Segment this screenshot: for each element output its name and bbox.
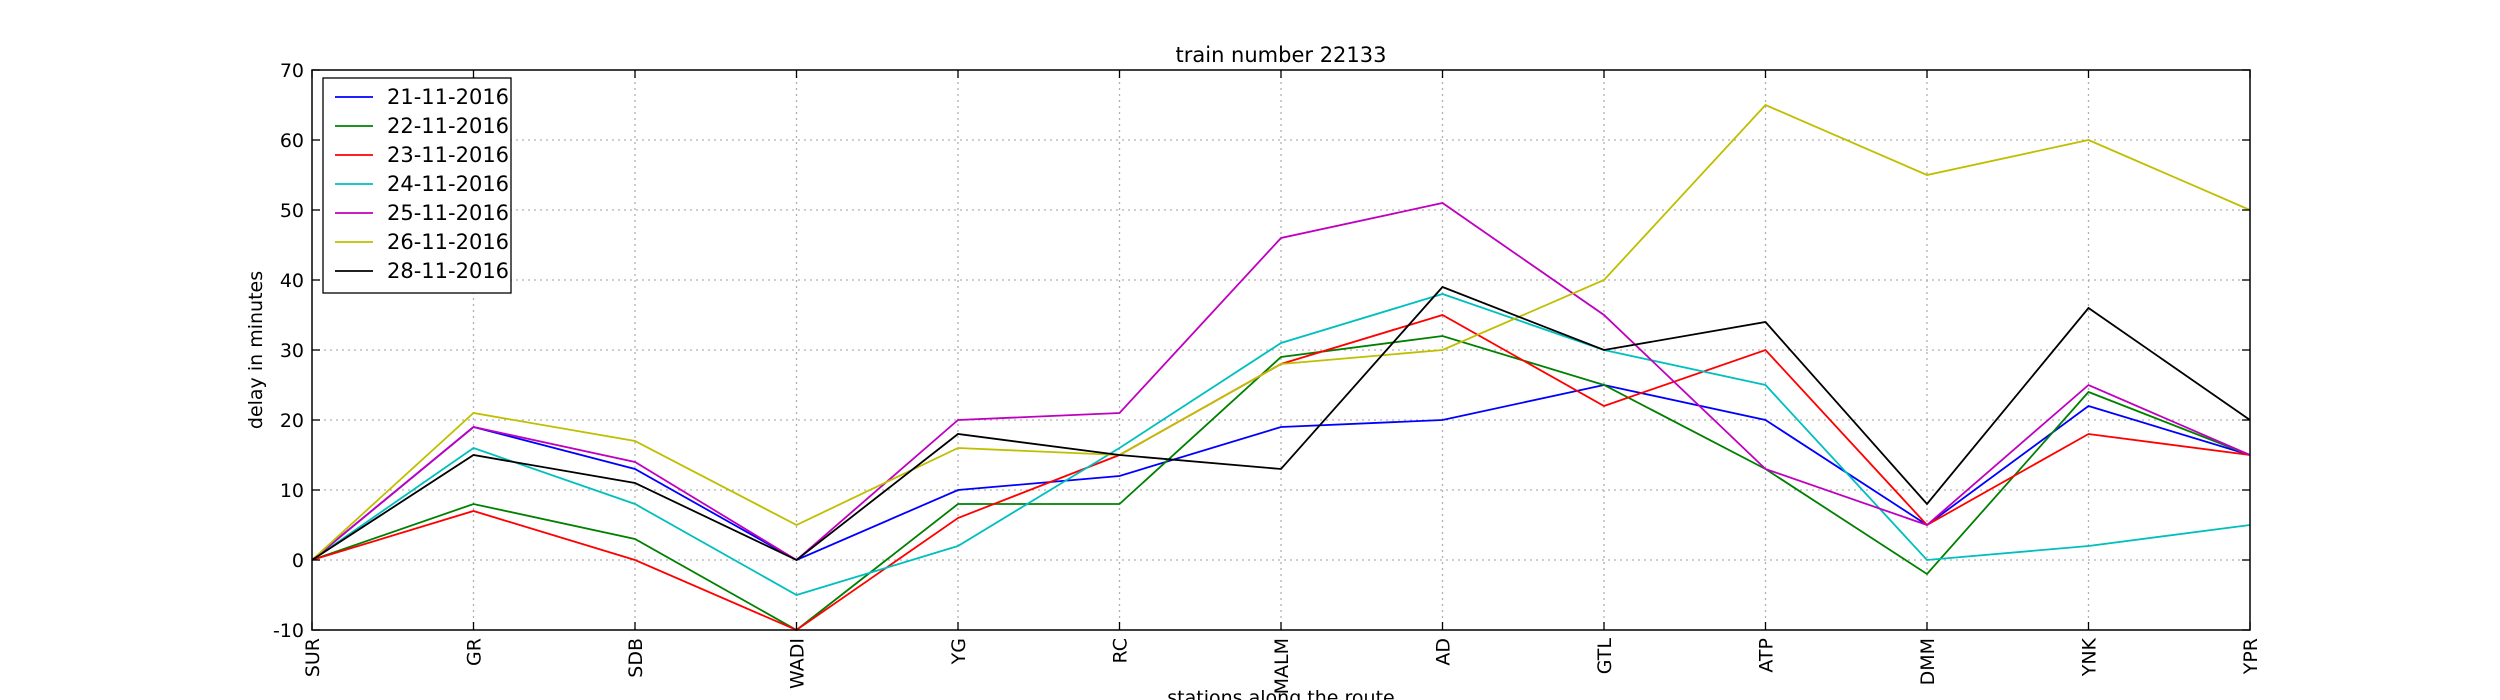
y-tick-label: 40 <box>280 270 304 292</box>
legend-label: 22-11-2016 <box>387 114 509 138</box>
gridlines <box>312 70 2250 630</box>
legend-label: 24-11-2016 <box>387 172 509 196</box>
series-line-24-11-2016 <box>311 293 2251 596</box>
y-tick-label: 70 <box>280 60 304 82</box>
legend-label: 25-11-2016 <box>387 201 509 225</box>
x-tick-label: SDB <box>625 638 647 678</box>
y-axis-label: delay in minutes <box>245 271 267 429</box>
y-tick-label: -10 <box>273 620 304 642</box>
y-tick-label: 10 <box>280 480 304 502</box>
y-tick-label: 60 <box>280 130 304 152</box>
legend-label: 26-11-2016 <box>387 230 509 254</box>
x-tick-label: DMM <box>1917 638 1939 685</box>
y-tick-label: 30 <box>280 340 304 362</box>
series-line-22-11-2016 <box>311 335 2251 632</box>
y-axis: -10 0 10 20 30 40 50 60 70 <box>273 60 2250 642</box>
series-line-25-11-2016 <box>311 202 2251 562</box>
x-tick-label: GTL <box>1594 638 1616 675</box>
series-line-28-11-2016 <box>311 285 2251 562</box>
legend-box <box>322 77 512 294</box>
x-tick-label: YG <box>948 638 970 665</box>
legend: 21-11-2016 22-11-2016 23-11-2016 24-11-2016… <box>322 77 512 294</box>
x-tick-label: YPR <box>2240 638 2262 675</box>
x-tick-label: GR <box>464 638 486 666</box>
legend-label: 23-11-2016 <box>387 143 509 167</box>
x-tick-label: YNK <box>2079 637 2101 677</box>
legend-label: 28-11-2016 <box>387 259 509 283</box>
y-tick-label: 0 <box>292 550 304 572</box>
x-tick-label: ATP <box>1756 638 1778 673</box>
y-tick-label: 50 <box>280 200 304 222</box>
x-tick-label: MALM <box>1271 638 1293 694</box>
series-lines <box>311 103 2251 632</box>
x-tick-label: SUR <box>302 638 324 677</box>
chart-title: train number 22133 <box>1176 43 1387 67</box>
x-tick-label: WADI <box>787 638 809 689</box>
x-axis: SUR GR SDB WADI YG RC MALM AD GTL ATP DMM YNK YPR <box>302 70 2262 694</box>
x-tick-label: RC <box>1110 638 1132 664</box>
x-axis-label: stations along the route <box>1167 687 1394 700</box>
y-tick-label: 20 <box>280 410 304 432</box>
legend-label: 21-11-2016 <box>387 85 509 109</box>
series-line-26-11-2016 <box>311 103 2251 561</box>
x-tick-label: AD <box>1433 638 1455 666</box>
